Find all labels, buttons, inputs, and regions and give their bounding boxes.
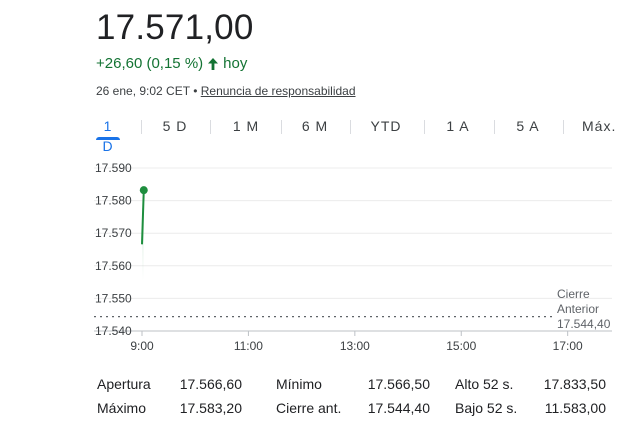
arrow-up-icon (208, 57, 219, 70)
tab-1d[interactable]: 1 D (96, 116, 120, 154)
stat-value-high: 17.583,20 (179, 400, 242, 416)
tab-separator (281, 120, 282, 134)
price-line (141, 190, 145, 245)
y-tick-label: 17.550 (95, 291, 132, 305)
chart-gridlines (94, 167, 612, 332)
price-chart[interactable]: 17.590 17.580 17.570 17.560 17.550 17.540 9:0… (0, 150, 627, 355)
tab-separator (210, 120, 211, 134)
stat-label-low: Mínimo (276, 376, 322, 392)
stat-value-prev-close: 17.544,40 (367, 400, 430, 416)
quote-meta: 26 ene, 9:02 CET • Renuncia de responsab… (96, 84, 356, 98)
x-tick-label: 11:00 (234, 339, 263, 353)
tab-5d[interactable]: 5 D (162, 118, 188, 134)
meta-separator: • (193, 84, 198, 98)
tab-separator (563, 120, 564, 134)
y-tick-label: 17.580 (95, 194, 132, 208)
stat-value-open: 17.566,60 (179, 376, 242, 392)
x-tick-label: 9:00 (130, 339, 154, 353)
stat-value-52w-low: 11.583,00 (544, 400, 606, 416)
current-price: 17.571,00 (96, 8, 254, 47)
tab-5a[interactable]: 5 A (516, 118, 540, 134)
tab-separator (424, 120, 425, 134)
x-tick-label: 17:00 (553, 339, 583, 353)
stat-label-52w-high: Alto 52 s. (455, 376, 514, 392)
tab-1m[interactable]: 1 M (232, 118, 260, 134)
x-axis-labels: 9:00 11:00 13:00 15:00 17:00 (130, 331, 583, 353)
y-axis-labels: 17.590 17.580 17.570 17.560 17.550 17.540 (95, 161, 132, 338)
price-change: +26,60 (0,15 %) hoy (96, 55, 247, 72)
timestamp: 26 ene, 9:02 CET (96, 84, 190, 98)
tab-separator (350, 120, 351, 134)
disclaimer-link[interactable]: Renuncia de responsabilidad (200, 84, 356, 98)
change-value: +26,60 (0,15 %) (96, 55, 204, 72)
previous-close-label-2: Anterior (557, 302, 599, 316)
tab-separator (494, 120, 495, 134)
stats-row: Apertura 17.566,60 Mínimo 17.566,50 Alto… (97, 376, 617, 400)
stat-label-open: Apertura (97, 376, 151, 392)
y-tick-label: 17.560 (95, 259, 132, 273)
previous-close-label-1: Cierre (557, 287, 590, 301)
time-range-tabs: 1 D 5 D 1 M 6 M YTD 1 A 5 A Máx. (86, 116, 621, 154)
tab-1a[interactable]: 1 A (446, 118, 470, 134)
previous-close-value: 17.544,40 (557, 317, 611, 331)
stat-value-52w-high: 17.833,50 (543, 376, 606, 392)
stat-value-low: 17.566,50 (367, 376, 430, 392)
key-stats: Apertura 17.566,60 Mínimo 17.566,50 Alto… (97, 376, 617, 424)
stats-row: Máximo 17.583,20 Cierre ant. 17.544,40 B… (97, 400, 617, 424)
y-tick-label: 17.570 (95, 226, 132, 240)
tab-max[interactable]: Máx. (582, 118, 617, 134)
stat-label-high: Máximo (97, 400, 147, 416)
x-tick-label: 13:00 (340, 339, 370, 353)
y-tick-label: 17.590 (95, 161, 132, 175)
tab-ytd[interactable]: YTD (370, 118, 402, 134)
stat-label-52w-low: Bajo 52 s. (455, 400, 518, 416)
tab-separator (141, 120, 142, 134)
tab-6m[interactable]: 6 M (301, 118, 329, 134)
x-tick-label: 15:00 (446, 339, 476, 353)
current-price-dot (139, 186, 148, 195)
stat-label-prev-close: Cierre ant. (276, 400, 342, 416)
change-period: hoy (223, 55, 248, 72)
y-tick-label: 17.540 (95, 324, 132, 338)
